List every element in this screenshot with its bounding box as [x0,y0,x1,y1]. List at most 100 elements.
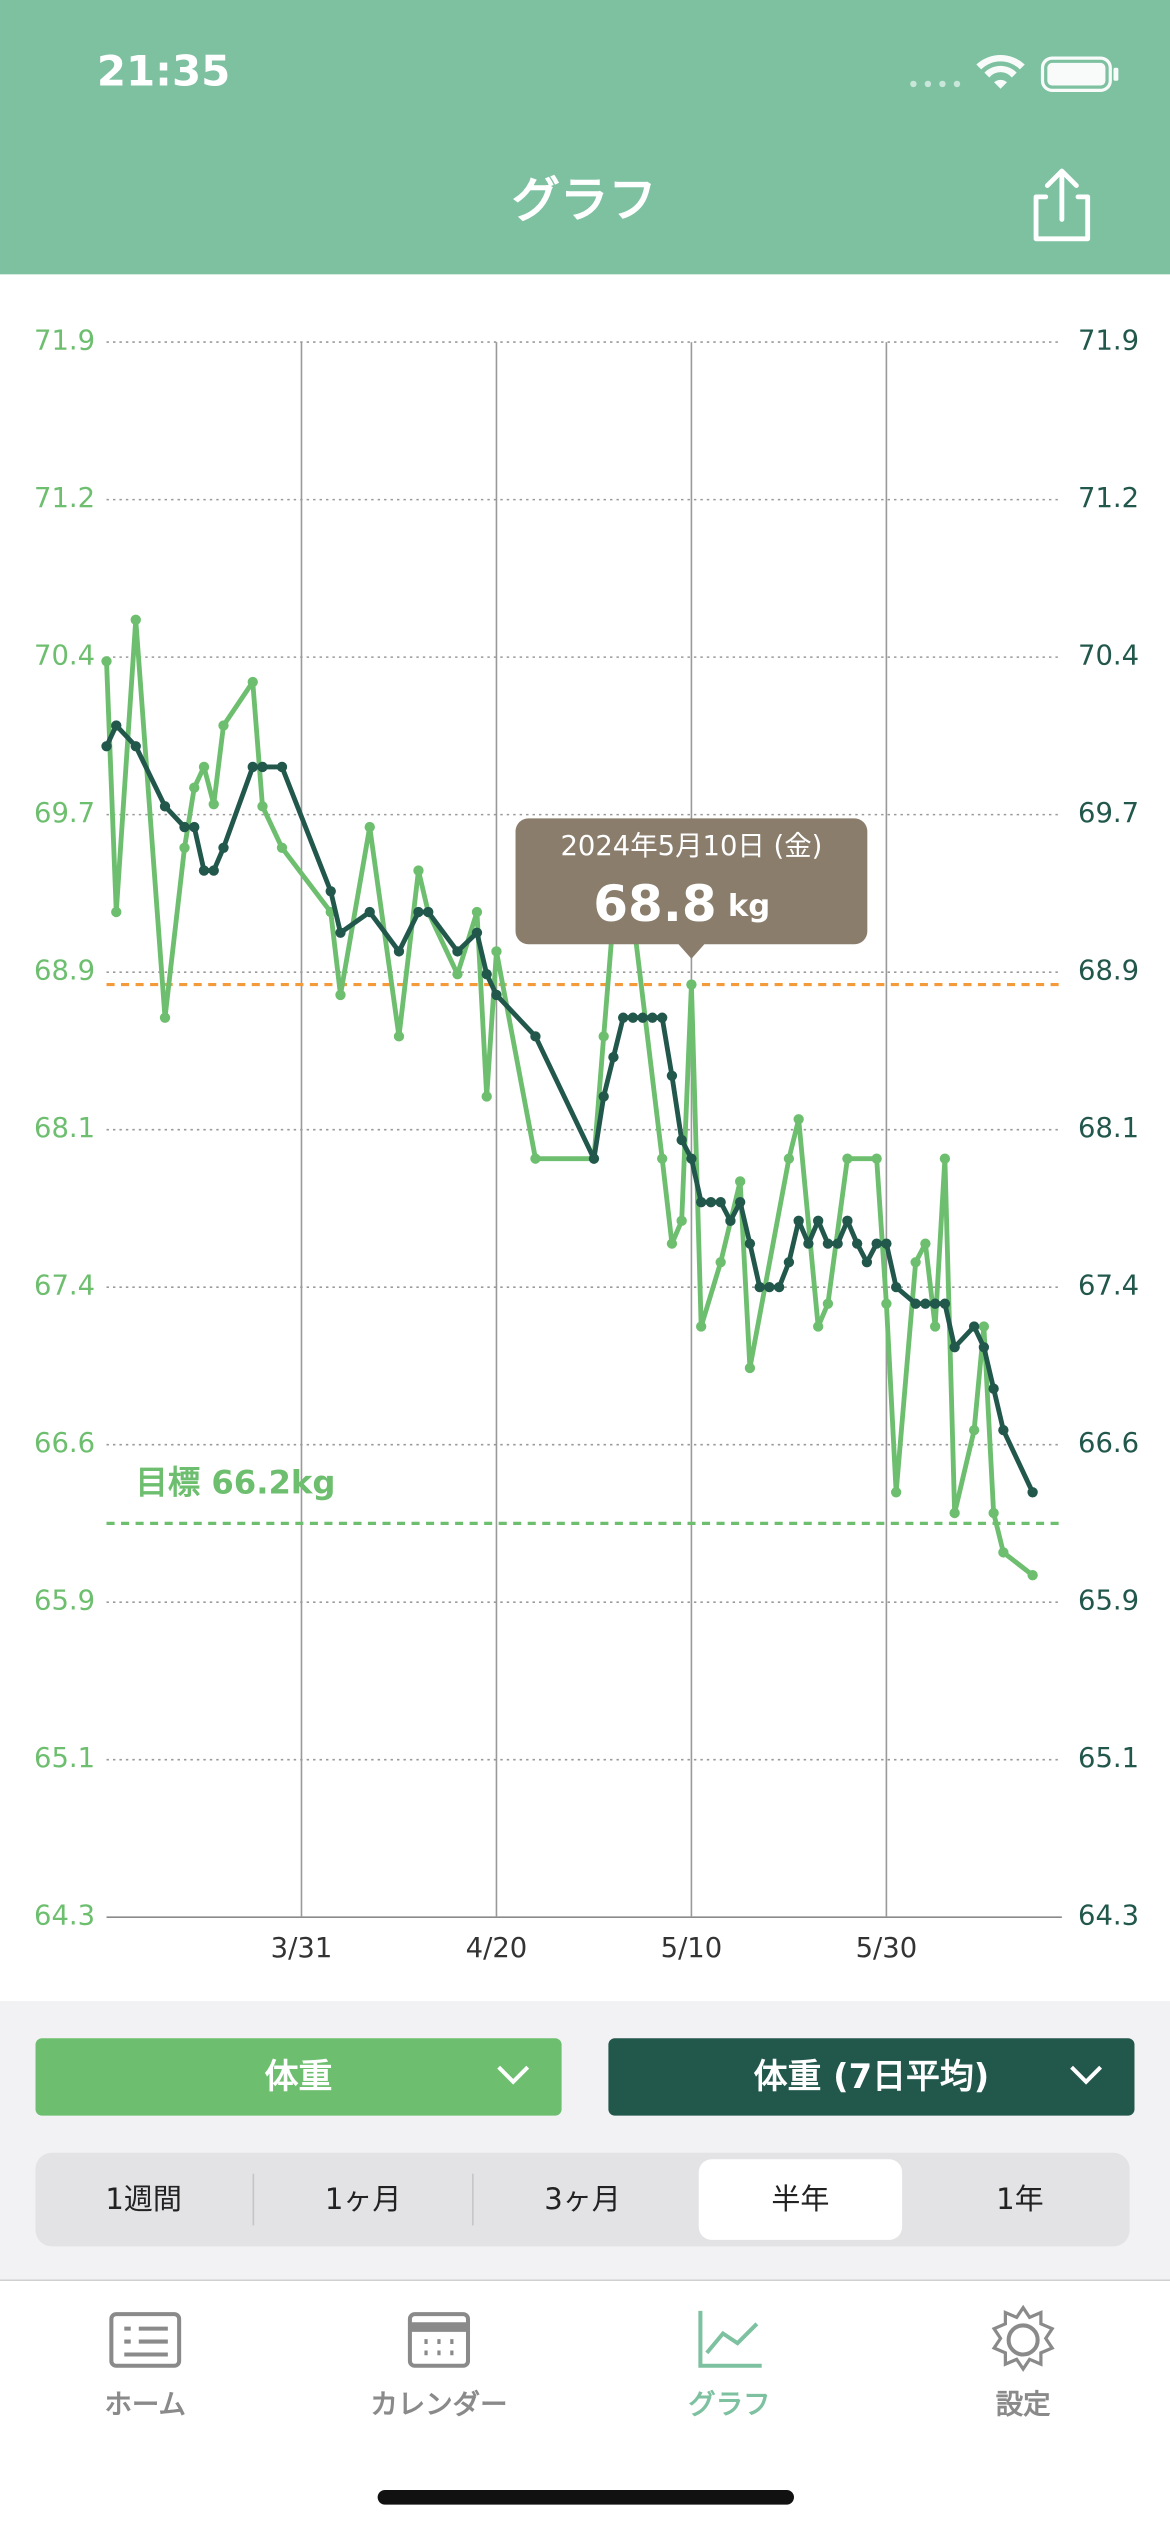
data-point [471,906,483,918]
data-point [111,720,122,731]
segment-dividers [252,2173,474,2226]
data-point [393,1031,405,1042]
data-point [208,799,219,810]
data-point [666,1070,678,1081]
data-point [920,1298,931,1309]
y2-tick-label: 71.9 [1078,326,1139,357]
data-point [530,1153,541,1164]
data-point [686,1153,697,1164]
y2-tick-label: 68.9 [1078,956,1139,987]
data-point [676,1134,687,1146]
series-selector[interactable] [35,2038,562,2116]
data-point [812,1215,824,1226]
y-tick-label: 64.3 [34,1901,95,1932]
data-point [413,906,424,918]
data-point [851,1238,863,1249]
tab-label[interactable]: 設定 [996,2390,1051,2421]
data-point [744,1362,756,1374]
data-point [413,865,424,876]
data-point [198,865,210,876]
tooltip-unit: kg [728,889,770,924]
home-indicator [377,2490,794,2505]
y2-tick-label: 69.7 [1078,798,1139,829]
data-point [647,1012,658,1023]
data-point [890,1281,902,1293]
tooltip-number: 68.8 [593,875,716,933]
y-tick-label: 67.4 [34,1271,95,1302]
data-point [929,1298,941,1309]
data-point [423,906,434,918]
data-point [393,946,405,957]
data-point [686,979,697,990]
data-point [842,1215,853,1226]
data-point [949,1342,960,1353]
data-point [189,782,200,793]
data-point [598,1091,609,1102]
data-point [247,676,258,688]
segment[interactable]: 1年 [996,2182,1044,2216]
tab-label[interactable]: カレンダー [370,2389,507,2421]
data-point [364,821,375,833]
series-selector[interactable] [608,2038,1135,2116]
data-point [773,1281,785,1293]
data-point [198,761,210,773]
tab-icons [109,2304,1055,2372]
tooltip-box [515,818,868,959]
data-point [481,969,492,980]
data-point [968,1424,980,1436]
tooltip-date: 2024年5月10日 (金) [560,831,822,862]
data-point [618,1012,629,1023]
y2-tick-label: 70.4 [1078,641,1139,672]
x-tick-label: 5/10 [661,1933,723,1964]
data-point [988,1383,999,1394]
status-icons [910,55,1119,92]
data-point [998,1424,1009,1436]
data-point [978,1342,990,1353]
x-tick-label: 5/30 [856,1933,918,1964]
data-point [608,1051,619,1063]
segment[interactable]: 1ヶ月 [325,2182,402,2216]
data-point [890,1487,902,1498]
segment[interactable]: 1週間 [105,2182,182,2216]
data-point [988,1507,999,1519]
data-point [910,1257,921,1268]
data-point [276,761,288,773]
data-point [130,614,141,625]
y2-tick-label: 71.2 [1078,483,1139,514]
tab-label[interactable]: グラフ [688,2389,770,2421]
data-point [968,1321,980,1332]
data-point [276,842,288,853]
data-point [471,927,483,938]
data-point [793,1215,804,1226]
data-point [101,656,112,667]
data-point [1027,1570,1038,1581]
data-point [754,1281,765,1293]
segment[interactable]: 3ヶ月 [544,2182,621,2216]
data-point [247,761,258,773]
data-point [832,1238,843,1249]
x-tick-label: 3/31 [271,1933,333,1964]
data-point [588,1153,600,1164]
chevron [497,2065,530,2085]
data-point [696,1321,707,1332]
chevron [1070,2065,1103,2085]
data-point [530,1031,541,1042]
tab-label[interactable]: ホーム [105,2390,186,2421]
y2-tick-label: 65.9 [1078,1586,1139,1617]
data-point [364,906,375,918]
data-point [657,1153,668,1164]
data-point [481,1091,492,1102]
segment[interactable]: 半年 [771,2182,829,2216]
segment-selected [698,2159,903,2240]
data-point [803,1238,814,1249]
nav-title: グラフ [512,172,657,228]
share-button[interactable] [1033,168,1091,242]
data-point [179,821,190,833]
chart: 64.3 65.1 65.9 66.6 67.4 68.1 68.9 69.7 70.4 71.2… [34,326,1139,1964]
y-tick-label: 65.9 [34,1586,95,1617]
y2-tick-label: 65.1 [1078,1743,1139,1774]
data-point [725,1215,736,1226]
data-point [783,1153,795,1164]
